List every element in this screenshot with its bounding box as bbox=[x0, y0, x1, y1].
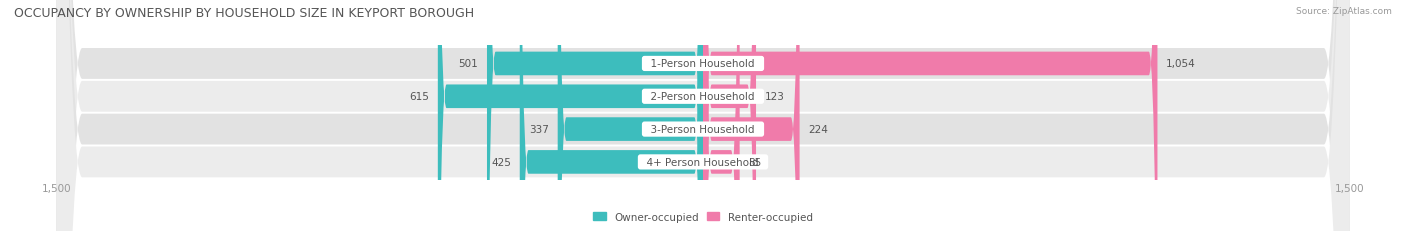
Text: OCCUPANCY BY OWNERSHIP BY HOUSEHOLD SIZE IN KEYPORT BOROUGH: OCCUPANCY BY OWNERSHIP BY HOUSEHOLD SIZE… bbox=[14, 7, 474, 20]
FancyBboxPatch shape bbox=[56, 0, 1350, 231]
FancyBboxPatch shape bbox=[520, 0, 703, 231]
Text: 1,054: 1,054 bbox=[1166, 59, 1197, 69]
Legend: Owner-occupied, Renter-occupied: Owner-occupied, Renter-occupied bbox=[589, 208, 817, 226]
FancyBboxPatch shape bbox=[703, 0, 800, 231]
FancyBboxPatch shape bbox=[703, 0, 1157, 231]
Text: 337: 337 bbox=[529, 125, 550, 134]
FancyBboxPatch shape bbox=[486, 0, 703, 231]
Text: 1-Person Household: 1-Person Household bbox=[644, 59, 762, 69]
Text: 615: 615 bbox=[409, 92, 429, 102]
FancyBboxPatch shape bbox=[56, 0, 1350, 231]
FancyBboxPatch shape bbox=[56, 0, 1350, 231]
FancyBboxPatch shape bbox=[703, 0, 740, 231]
Text: 4+ Person Household: 4+ Person Household bbox=[641, 157, 765, 167]
Text: 3-Person Household: 3-Person Household bbox=[644, 125, 762, 134]
FancyBboxPatch shape bbox=[56, 0, 1350, 231]
FancyBboxPatch shape bbox=[437, 0, 703, 231]
Text: 425: 425 bbox=[491, 157, 512, 167]
Text: 2-Person Household: 2-Person Household bbox=[644, 92, 762, 102]
FancyBboxPatch shape bbox=[558, 0, 703, 231]
Text: 224: 224 bbox=[808, 125, 828, 134]
Text: 123: 123 bbox=[765, 92, 785, 102]
FancyBboxPatch shape bbox=[703, 0, 756, 231]
Text: 85: 85 bbox=[748, 157, 762, 167]
Text: Source: ZipAtlas.com: Source: ZipAtlas.com bbox=[1296, 7, 1392, 16]
Text: 501: 501 bbox=[458, 59, 478, 69]
